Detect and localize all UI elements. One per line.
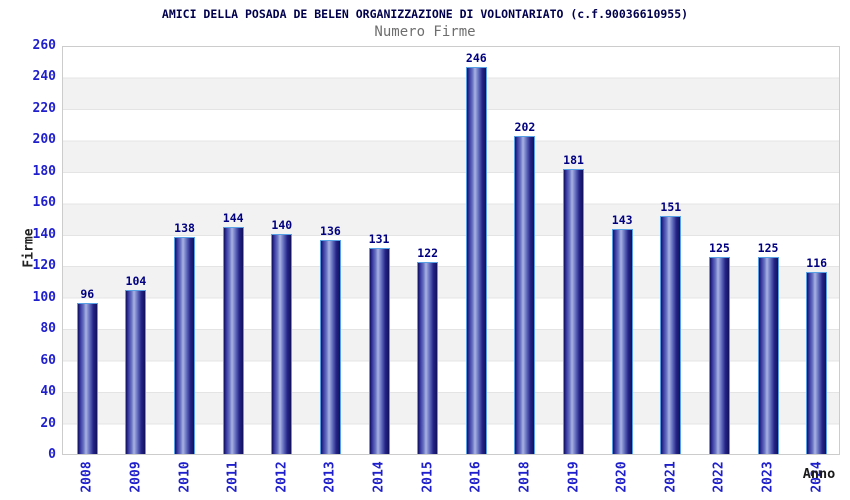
- bar-2020[interactable]: [611, 229, 633, 454]
- y-tick-label: 260: [32, 38, 56, 53]
- x-tick-label: 2020: [614, 461, 630, 493]
- y-tick-label: 160: [32, 195, 56, 211]
- bar-value-label: 131: [368, 231, 390, 246]
- bar-value-label: 125: [709, 241, 730, 256]
- bar-2018[interactable]: [514, 136, 536, 454]
- y-tick-label: 20: [40, 415, 56, 431]
- bar-2010[interactable]: [174, 236, 196, 454]
- bar-value-label: 202: [514, 120, 536, 135]
- bar-value-label: 143: [611, 213, 633, 228]
- bar-value-label: 181: [563, 153, 584, 168]
- y-tick-label: 80: [40, 321, 56, 337]
- x-tick-label: 2014: [371, 461, 387, 493]
- x-tick-label: 2011: [225, 461, 241, 493]
- x-tick-label: 2018: [517, 461, 533, 493]
- bar-2021[interactable]: [660, 216, 682, 454]
- plot-area: 96 104 138 144 140 136 131 122 246 202 181 143 151 12…: [62, 46, 840, 455]
- x-tick-label: 2008: [79, 461, 95, 493]
- bar-value-label: 138: [174, 220, 195, 235]
- x-axis-label: Anno: [802, 466, 836, 482]
- bar-2012[interactable]: [271, 233, 293, 454]
- bar-value-label: 122: [417, 246, 439, 261]
- x-tick-label: 2009: [128, 461, 144, 493]
- bar-2024[interactable]: [806, 271, 828, 454]
- bar-value-label: 140: [271, 217, 293, 232]
- x-tick-label: 2012: [274, 461, 290, 493]
- bar-2014[interactable]: [368, 247, 390, 454]
- x-tick-label: 2013: [322, 461, 338, 493]
- bar-2008[interactable]: [76, 303, 98, 454]
- x-tick-label: 2016: [468, 461, 484, 493]
- y-tick-label: 240: [32, 69, 56, 85]
- y-tick-label: 220: [32, 100, 56, 116]
- bar-value-label: 125: [757, 241, 779, 256]
- bar-2016[interactable]: [465, 67, 487, 454]
- bar-value-label: 136: [320, 224, 341, 239]
- bar-2019[interactable]: [563, 169, 585, 454]
- bar-value-label: 116: [806, 255, 828, 270]
- y-tick-label: 40: [40, 384, 56, 400]
- bar-2015[interactable]: [417, 262, 439, 454]
- y-tick-label: 100: [32, 289, 56, 305]
- y-tick-label: 120: [32, 258, 56, 274]
- y-tick-label: 140: [32, 226, 56, 242]
- x-tick-label: 2023: [760, 461, 776, 493]
- y-tick-label: 0: [48, 447, 56, 462]
- y-tick-label: 180: [32, 163, 56, 179]
- x-tick-label: 2019: [566, 461, 582, 493]
- bar-value-label: 151: [660, 200, 682, 215]
- chart-title: AMICI DELLA POSADA DE BELEN ORGANIZZAZIO…: [161, 7, 689, 21]
- bar-value-label: 96: [80, 287, 95, 301]
- bar-2011[interactable]: [222, 227, 244, 454]
- y-tick-label: 200: [32, 132, 56, 148]
- x-tick-label: 2022: [711, 461, 727, 493]
- y-tick-label: 60: [40, 352, 56, 368]
- chart-subtitle: Numero Firme: [374, 24, 476, 40]
- bar-2022[interactable]: [708, 257, 730, 454]
- bar-2009[interactable]: [125, 290, 147, 454]
- bar-value-label: 144: [222, 211, 244, 226]
- x-tick-label: 2010: [177, 461, 193, 493]
- bar-value-label: 104: [125, 274, 147, 289]
- x-tick-label: 2015: [420, 461, 436, 493]
- x-tick-label: 2021: [663, 461, 679, 493]
- bar-2023[interactable]: [757, 257, 779, 454]
- bar-value-label: 246: [465, 51, 487, 66]
- bar-2013[interactable]: [319, 240, 341, 454]
